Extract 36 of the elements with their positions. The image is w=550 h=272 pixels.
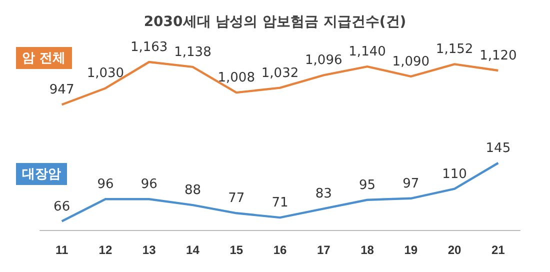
data-label: 1,163 [130,40,168,55]
data-label: 947 [49,82,74,98]
data-label: 66 [54,199,70,214]
x-tick-label: 20 [448,243,462,257]
data-label: 145 [486,141,511,156]
chart-title: 2030세대 남성의 암보험금 지급건수(건) [144,14,406,30]
data-label: 1,140 [348,44,386,60]
data-label: 1,138 [174,44,212,60]
data-label: 1,090 [392,54,430,70]
data-label: 1,120 [480,48,517,64]
data-label: 1,008 [218,70,255,86]
data-label: 1,096 [305,53,342,68]
data-label: 95 [359,178,376,193]
x-tick-label: 21 [492,243,506,257]
x-tick-label: 17 [316,243,331,257]
x-tick-label: 12 [98,243,112,257]
data-label: 110 [442,166,467,182]
text: 암 전체 [16,46,72,69]
x-tick-label: 13 [142,243,156,257]
data-label: 88 [184,183,201,198]
data-label: 1,030 [86,66,124,82]
x-tick-label: 16 [273,243,287,257]
data-label: 71 [272,196,288,211]
data-label: 1,152 [436,42,474,58]
x-tick-label: 19 [404,243,418,257]
x-tick-label: 18 [360,243,374,257]
data-label: 96 [140,177,158,192]
data-label: 1,032 [261,66,299,81]
data-label: 97 [402,176,420,192]
x-tick-label: 11 [55,243,68,257]
data-label: 77 [228,191,245,206]
x-tick-label: 14 [186,243,200,257]
text: 대장암 [16,163,67,186]
data-label: 83 [315,186,332,202]
x-tick-label: 15 [230,243,244,257]
data-label: 96 [97,177,114,192]
